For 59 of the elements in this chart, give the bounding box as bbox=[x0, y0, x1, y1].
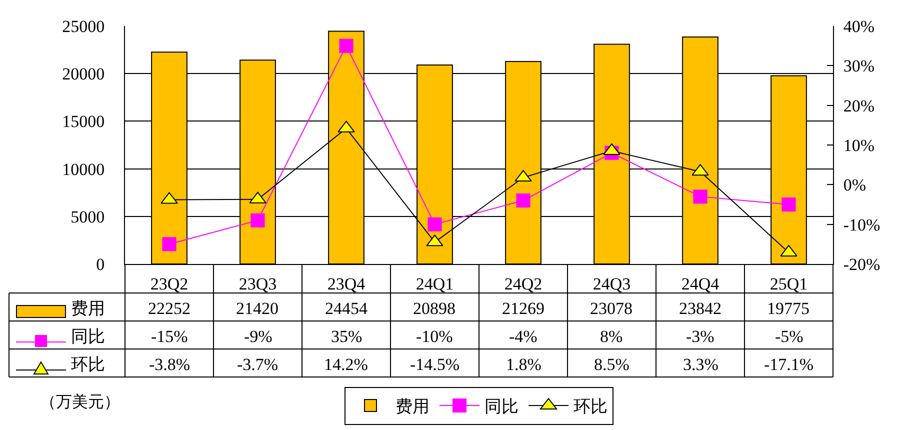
y2-tick-label: 0% bbox=[843, 176, 866, 195]
point bbox=[782, 198, 796, 212]
data-label: 22252 bbox=[148, 299, 190, 318]
y-tick-label: 25000 bbox=[62, 16, 105, 36]
x-tick-label: 24Q2 bbox=[504, 274, 542, 294]
y2-tick-label: 10% bbox=[843, 136, 875, 155]
data-label: 24454 bbox=[325, 299, 368, 318]
x-tick-label: 24Q1 bbox=[416, 274, 454, 294]
data-label: -3.7% bbox=[237, 355, 278, 374]
x-tick-label: 25Q1 bbox=[770, 274, 808, 294]
point bbox=[162, 237, 176, 252]
data-label: -9% bbox=[244, 327, 272, 346]
data-label: -4% bbox=[509, 327, 538, 346]
text: 环比 bbox=[574, 397, 608, 416]
point bbox=[250, 213, 265, 228]
y-tick-label: 0 bbox=[96, 254, 105, 274]
data-label: -10% bbox=[416, 327, 453, 346]
data-label: -3% bbox=[686, 327, 714, 346]
y2-tick-label: 30% bbox=[843, 56, 875, 76]
y-tick-label: 15000 bbox=[62, 112, 105, 132]
y-tick-label: 10000 bbox=[62, 160, 105, 179]
point bbox=[516, 194, 530, 208]
data-label: 1.8% bbox=[506, 355, 542, 374]
data-label: 23842 bbox=[679, 299, 722, 318]
data-label: 20898 bbox=[413, 299, 456, 318]
data-label: 23078 bbox=[590, 299, 632, 318]
data-label: -14.5% bbox=[410, 355, 460, 374]
data-label: 19775 bbox=[767, 299, 810, 318]
x-tick-label: 23Q4 bbox=[327, 274, 366, 294]
data-label: 8% bbox=[600, 327, 623, 346]
text: （万美元） bbox=[40, 393, 120, 411]
data-label: 8.5% bbox=[594, 355, 630, 374]
x-tick-label: 24Q3 bbox=[592, 274, 631, 294]
data-label: -15% bbox=[151, 327, 188, 346]
legend-label: 费用 bbox=[71, 299, 105, 318]
text: 费用 bbox=[396, 397, 430, 416]
data-label: 3.3% bbox=[683, 355, 718, 374]
legend-label: 同比 bbox=[71, 327, 105, 346]
data-label: -17.1% bbox=[764, 355, 814, 374]
point bbox=[339, 38, 354, 53]
data-label: 35% bbox=[331, 327, 362, 346]
y2-tick-label: 20% bbox=[843, 96, 875, 116]
data-label: 14.2% bbox=[324, 355, 368, 374]
y-tick-label: 5000 bbox=[70, 207, 105, 226]
y2-tick-label: -10% bbox=[843, 215, 880, 234]
point bbox=[428, 217, 442, 232]
x-tick-label: 24Q4 bbox=[681, 274, 720, 294]
point bbox=[693, 190, 708, 204]
legend-label: 环比 bbox=[71, 355, 105, 374]
y2-tick-label: -20% bbox=[843, 254, 880, 274]
x-tick-label: 23Q3 bbox=[238, 274, 277, 294]
data-label: -5% bbox=[775, 327, 804, 346]
data-label: 21420 bbox=[236, 299, 278, 318]
x-tick-label: 23Q2 bbox=[150, 274, 188, 294]
y-tick-label: 20000 bbox=[62, 64, 105, 84]
text: 同比 bbox=[484, 397, 518, 416]
data-label: -3.8% bbox=[149, 355, 190, 374]
y2-tick-label: 40% bbox=[843, 16, 875, 36]
data-label: 21269 bbox=[502, 299, 544, 318]
